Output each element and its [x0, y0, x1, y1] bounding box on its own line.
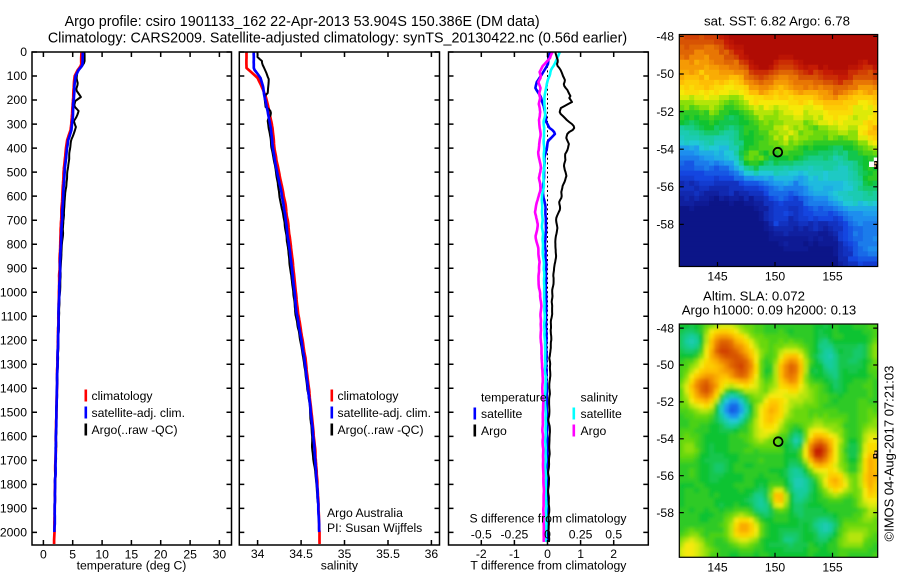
svg-text:climatology: climatology [92, 389, 154, 403]
svg-text:10: 10 [95, 547, 109, 561]
svg-text:0: 0 [20, 45, 27, 59]
svg-text:Argo(..raw -QC): Argo(..raw -QC) [92, 423, 178, 437]
svg-text:-48: -48 [656, 30, 674, 44]
svg-text:-52: -52 [656, 395, 674, 409]
svg-text:-52: -52 [656, 105, 674, 119]
svg-text:Argo profile: csiro 1901133_16: Argo profile: csiro 1901133_162 22-Apr-2… [65, 14, 540, 30]
svg-text:145: 145 [707, 561, 728, 575]
svg-text:0: 0 [544, 528, 551, 542]
svg-text:-50: -50 [656, 67, 674, 81]
svg-text:145: 145 [707, 270, 728, 284]
svg-text:0.5: 0.5 [605, 528, 622, 542]
svg-text:satellite-adj. clim.: satellite-adj. clim. [338, 406, 431, 420]
svg-text:temperature: temperature [481, 390, 547, 404]
svg-text:©IMOS 04-Aug-2017 07:21:03: ©IMOS 04-Aug-2017 07:21:03 [882, 366, 897, 542]
svg-text:climatology: climatology [338, 389, 400, 403]
svg-text:1400: 1400 [0, 382, 27, 396]
svg-text:600: 600 [7, 189, 28, 203]
svg-text:1800: 1800 [0, 478, 27, 492]
svg-text:1500: 1500 [0, 406, 27, 420]
svg-text:-50: -50 [656, 358, 674, 372]
svg-text:satellite-adj. clim.: satellite-adj. clim. [92, 406, 185, 420]
svg-text:30: 30 [213, 547, 227, 561]
svg-text:sat. SST: 6.82 Argo: 6.78: sat. SST: 6.82 Argo: 6.78 [704, 13, 850, 28]
svg-text:1000: 1000 [0, 285, 27, 299]
svg-text:satellite: satellite [581, 407, 623, 421]
svg-text:temperature (deg C): temperature (deg C) [77, 559, 187, 573]
svg-text:1100: 1100 [1, 309, 27, 323]
svg-text:150: 150 [765, 270, 786, 284]
svg-text:200: 200 [7, 93, 28, 107]
svg-text:300: 300 [7, 117, 28, 131]
svg-text:Argo(..raw -QC): Argo(..raw -QC) [338, 423, 424, 437]
svg-text:-48: -48 [656, 321, 674, 335]
svg-text:0: 0 [40, 547, 47, 561]
svg-text:-58: -58 [656, 218, 674, 232]
svg-text:2: 2 [610, 547, 617, 561]
svg-text:500: 500 [7, 165, 28, 179]
svg-text:-56: -56 [656, 469, 674, 483]
svg-text:-1: -1 [509, 547, 520, 561]
svg-text:900: 900 [7, 261, 28, 275]
svg-text:-0.5: -0.5 [471, 528, 492, 542]
svg-text:-2: -2 [476, 547, 487, 561]
svg-text:Argo: Argo [481, 424, 507, 438]
svg-text:155: 155 [822, 561, 843, 575]
svg-text:15: 15 [125, 547, 139, 561]
svg-text:-0.25: -0.25 [501, 528, 529, 542]
svg-text:25: 25 [183, 547, 197, 561]
svg-text:1: 1 [577, 547, 584, 561]
svg-text:34: 34 [251, 547, 265, 561]
svg-text:800: 800 [7, 237, 28, 251]
svg-text:PI: Susan Wijffels: PI: Susan Wijffels [327, 521, 422, 535]
svg-text:400: 400 [7, 141, 28, 155]
svg-text:-56: -56 [656, 180, 674, 194]
svg-text:5: 5 [69, 547, 76, 561]
svg-text:1200: 1200 [0, 334, 27, 348]
svg-text:Altim. SLA: 0.072: Altim. SLA: 0.072 [703, 288, 805, 303]
svg-text:155: 155 [822, 270, 843, 284]
svg-text:0.25: 0.25 [569, 528, 593, 542]
svg-text:Climatology: CARS2009. Satelli: Climatology: CARS2009. Satellite-adjuste… [48, 31, 627, 47]
svg-text:1600: 1600 [0, 430, 27, 444]
svg-text:Argo h1000: 0.09 h2000: 0.13: Argo h1000: 0.09 h2000: 0.13 [682, 302, 857, 317]
svg-text:-58: -58 [656, 506, 674, 520]
svg-text:0: 0 [544, 547, 551, 561]
svg-text:34.5: 34.5 [289, 547, 313, 561]
svg-text:S difference from climatology: S difference from climatology [470, 512, 628, 526]
svg-text:1300: 1300 [0, 358, 27, 372]
svg-text:36: 36 [425, 547, 439, 561]
svg-text:T difference from climatology: T difference from climatology [470, 559, 627, 573]
svg-text:35: 35 [338, 547, 352, 561]
svg-text:1700: 1700 [0, 454, 27, 468]
svg-text:satellite: satellite [481, 407, 523, 421]
svg-text:Argo Australia: Argo Australia [327, 506, 403, 520]
svg-text:20: 20 [154, 547, 168, 561]
svg-text:1900: 1900 [0, 502, 27, 516]
svg-text:Argo: Argo [581, 424, 607, 438]
svg-text:salinity: salinity [581, 390, 619, 404]
svg-text:salinity: salinity [321, 559, 359, 573]
svg-text:150: 150 [765, 561, 786, 575]
svg-text:-54: -54 [656, 142, 674, 156]
svg-text:100: 100 [7, 69, 28, 83]
svg-text:35.5: 35.5 [376, 547, 400, 561]
svg-text:700: 700 [7, 213, 28, 227]
svg-text:2000: 2000 [0, 526, 27, 540]
svg-text:-54: -54 [656, 432, 674, 446]
